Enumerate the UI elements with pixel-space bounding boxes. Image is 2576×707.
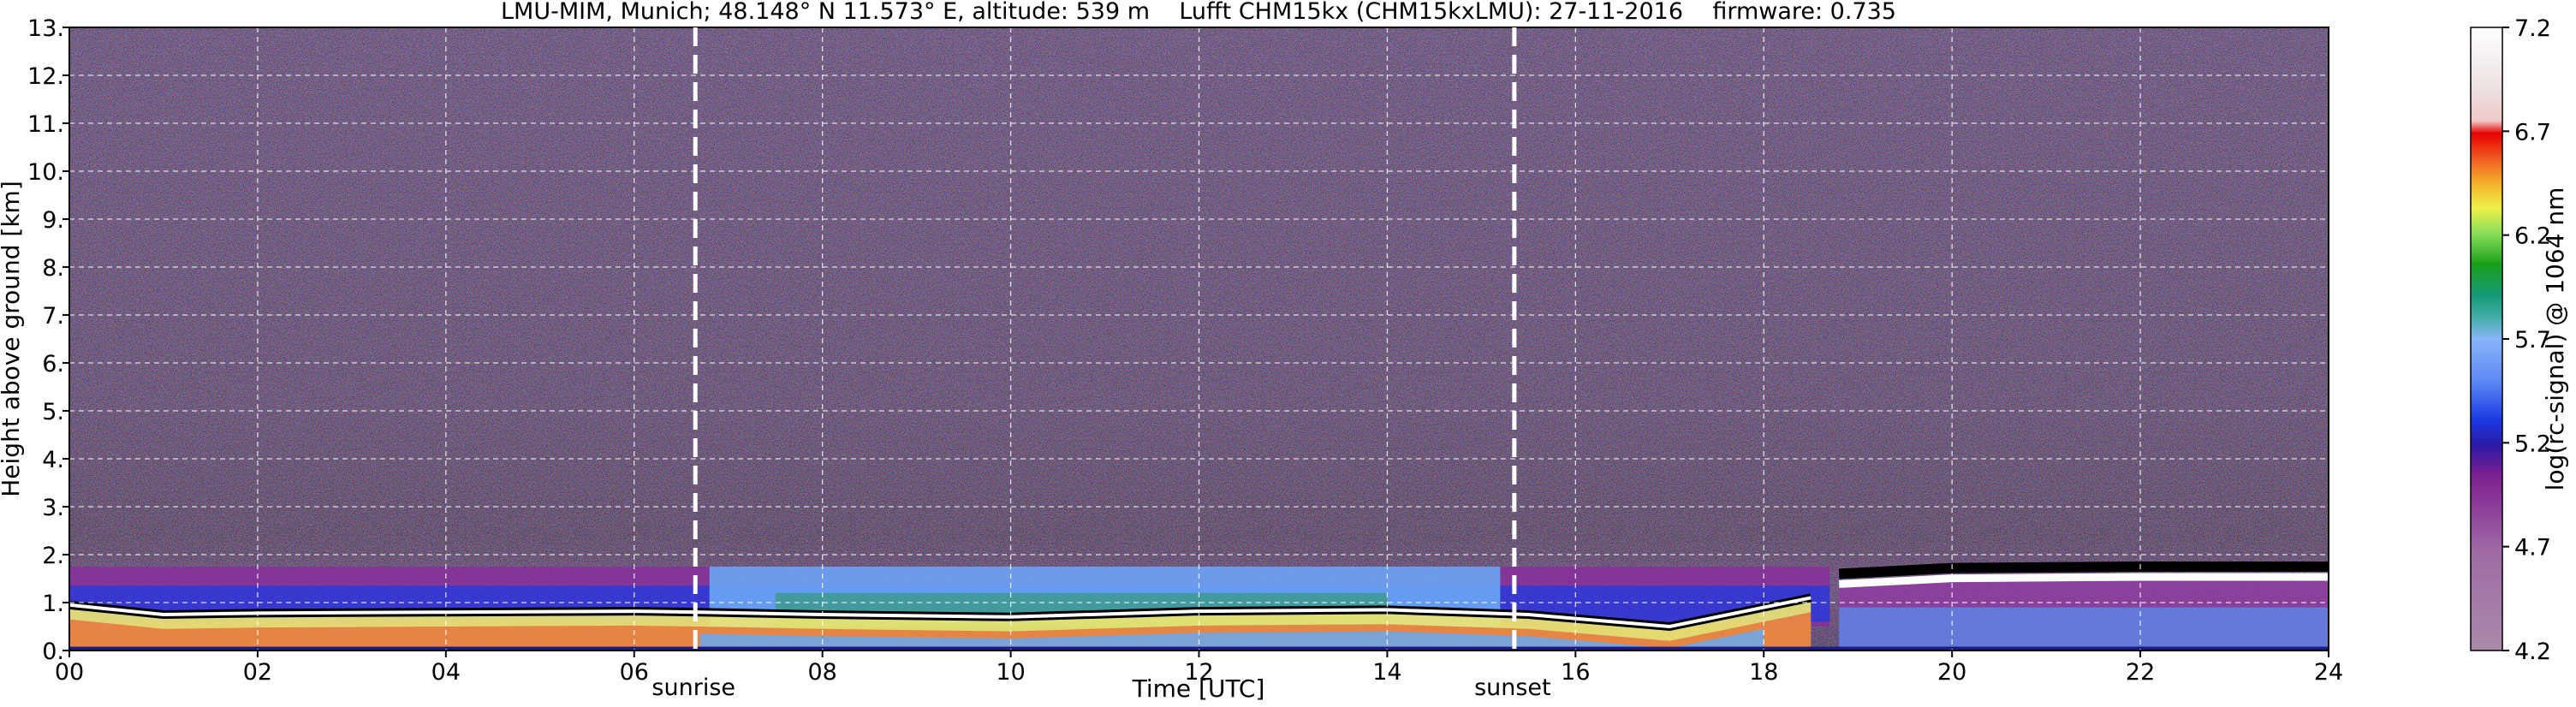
- colorbar: 4.2 4.7 5.2 5.7 6.2 6.7 7.2 log(rc-signal) @ 1…: [2470, 15, 2569, 665]
- event-label-sunset: sunset: [1474, 674, 1551, 701]
- grid-lines: [69, 27, 2329, 651]
- colorbar-tick-label: 6.7: [2514, 119, 2551, 146]
- colorbar-tick-label: 4.2: [2514, 639, 2551, 665]
- night-layer-blue: [1839, 607, 2329, 651]
- y-tick-label: 6.: [42, 351, 64, 377]
- x-tick-label: 04: [431, 659, 461, 686]
- x-axis: 00 02 04 06 08 10 12 14 16 18 20 22 24: [55, 651, 2343, 686]
- x-tick-label: 18: [1749, 659, 1778, 686]
- x-tick-label: 02: [243, 659, 272, 686]
- colorbar-tick-label: 6.2: [2514, 223, 2551, 250]
- y-tick-label: 1.: [42, 591, 64, 617]
- x-tick-label: 14: [1372, 659, 1401, 686]
- x-tick-label: 16: [1561, 659, 1590, 686]
- x-tick-label: 12: [1184, 659, 1213, 686]
- x-tick-label: 22: [2126, 659, 2155, 686]
- y-tick-label: 4.: [42, 447, 64, 473]
- y-axis-title: Height above ground [km]: [0, 181, 25, 497]
- colorbar-gradient: [2470, 27, 2503, 651]
- surface-layer-blue: [699, 628, 1764, 651]
- x-tick-label: 00: [55, 659, 84, 686]
- event-label-sunrise: sunrise: [651, 674, 735, 701]
- chart-title: LMU-MIM, Munich; 48.148° N 11.573° E, al…: [501, 0, 1896, 25]
- y-tick-label: 11.: [27, 111, 64, 138]
- x-tick-label: 06: [620, 659, 649, 686]
- x-tick-label: 10: [996, 659, 1025, 686]
- x-axis-title: Time [UTC]: [1132, 674, 1265, 703]
- y-tick-label: 9.: [42, 207, 64, 234]
- y-tick-label: 8.: [42, 255, 64, 282]
- y-tick-label: 7.: [42, 303, 64, 330]
- upper-layer-light: [1838, 573, 2329, 588]
- colorbar-tick-label: 4.7: [2514, 535, 2551, 561]
- ground-strip: [69, 646, 2329, 651]
- y-tick-label: 10.: [27, 159, 64, 186]
- colorbar-tick-label: 7.2: [2514, 15, 2551, 42]
- y-axis: 0. 1. 2. 3. 4. 5. 6. 7. 8. 9. 10. 11. 12. 13.: [27, 15, 69, 665]
- x-tick-label: 24: [2314, 659, 2343, 686]
- y-tick-label: 0.: [42, 639, 64, 665]
- x-tick-label: 20: [1937, 659, 1966, 686]
- y-tick-label: 5.: [42, 399, 64, 425]
- y-tick-label: 2.: [42, 543, 64, 569]
- y-tick-label: 3.: [42, 495, 64, 521]
- aerosol-layers: [69, 561, 2329, 651]
- colorbar-tick-label: 5.7: [2514, 327, 2551, 354]
- x-tick-label: 08: [807, 659, 836, 686]
- upper-layer-dark: [1838, 561, 2329, 579]
- y-tick-label: 12.: [27, 63, 64, 90]
- colorbar-ticks: 4.2 4.7 5.2 5.7 6.2 6.7 7.2: [2502, 15, 2551, 665]
- y-tick-label: 13.: [27, 15, 64, 42]
- event-markers: sunrise sunset: [651, 27, 1551, 701]
- boundary-layer-top-light: [69, 596, 1812, 629]
- colorbar-tick-label: 5.2: [2514, 431, 2551, 457]
- colorbar-title: log(rc-signal) @ 1064 nm: [2541, 187, 2569, 491]
